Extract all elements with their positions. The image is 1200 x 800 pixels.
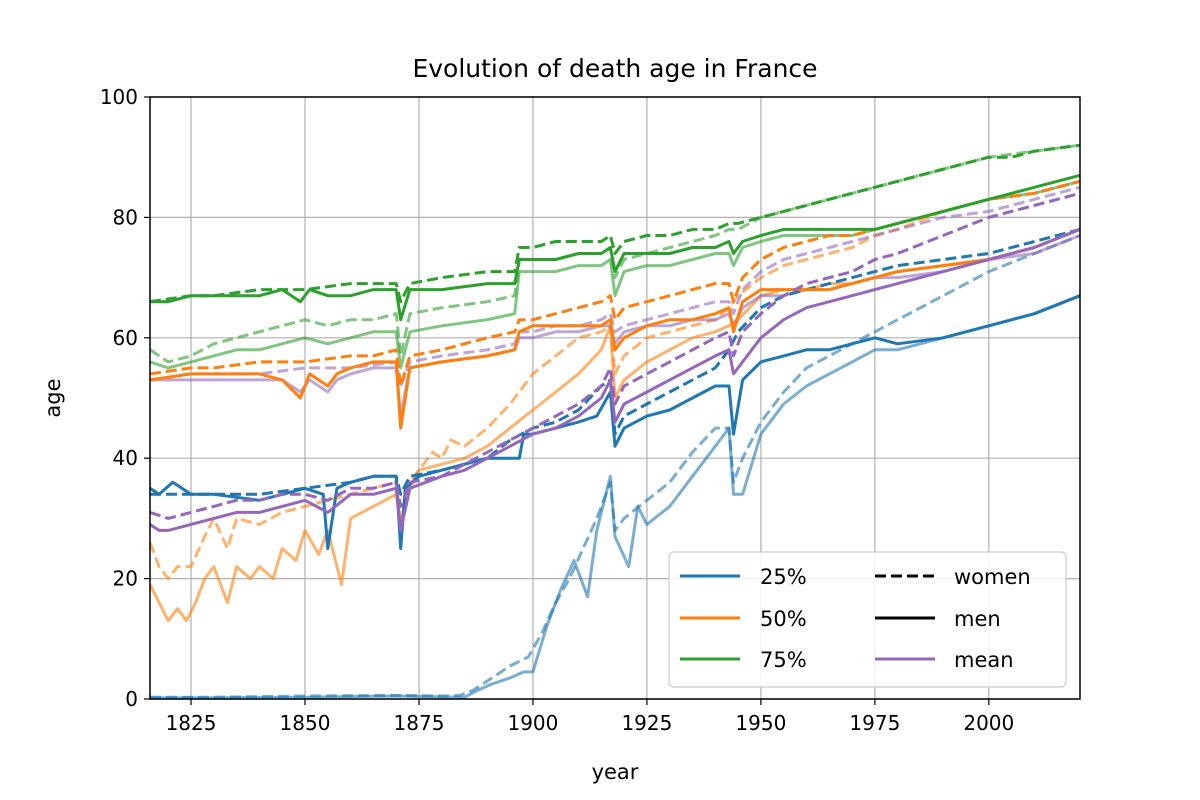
x-tick-label: 1950 <box>735 711 786 735</box>
legend-box <box>668 551 1067 688</box>
series-line-mean-women-faded <box>150 185 1080 388</box>
x-tick-label: 2000 <box>963 711 1014 735</box>
y-tick-label: 40 <box>113 446 138 470</box>
x-axis: 1825 1850 1875 1900 1925 1950 1975 2000 <box>166 699 1014 735</box>
y-tick-label: 20 <box>113 567 138 591</box>
series-line-75pct-men-main <box>150 173 1080 322</box>
series-line-25pct-men-faded <box>150 294 1080 699</box>
series-line-25pct-women-faded <box>150 234 1080 699</box>
y-axis: 0 20 40 60 80 100 <box>100 85 150 711</box>
y-tick-label: 60 <box>113 326 138 350</box>
legend: 25% 50% 75% women men mean <box>668 551 1067 688</box>
plot-frame <box>149 96 1081 700</box>
series-line-75pct-women-main <box>150 143 1080 304</box>
x-tick-label: 1850 <box>280 711 331 735</box>
y-tick-label: 0 <box>125 687 138 711</box>
x-tick-label: 1825 <box>166 711 217 735</box>
x-tick-label: 1875 <box>394 711 445 735</box>
y-tick-label: 100 <box>100 85 138 109</box>
series-line-50pct-men-main <box>150 228 1080 430</box>
x-tick-label: 1900 <box>507 711 558 735</box>
series-line-50pct-women-faded <box>150 179 1080 581</box>
series-line-mean-women-main <box>150 191 1080 520</box>
x-tick-label: 1925 <box>621 711 672 735</box>
series-line-mean-men-main <box>150 228 1080 532</box>
x-tick-label: 1975 <box>849 711 900 735</box>
series-line-50pct-women-main <box>150 179 1080 388</box>
legend-label: 50% <box>760 607 807 631</box>
legend-label: 75% <box>760 648 807 672</box>
legend-label: women <box>954 565 1031 589</box>
legend-label: 25% <box>760 565 807 589</box>
series-lines <box>150 143 1080 699</box>
legend-label: men <box>954 607 1001 631</box>
chart-title: Evolution of death age in France <box>412 54 817 83</box>
x-axis-label: year <box>592 760 639 784</box>
y-axis-label: age <box>41 378 65 417</box>
y-tick-label: 80 <box>113 205 138 229</box>
legend-label: mean <box>954 648 1014 672</box>
